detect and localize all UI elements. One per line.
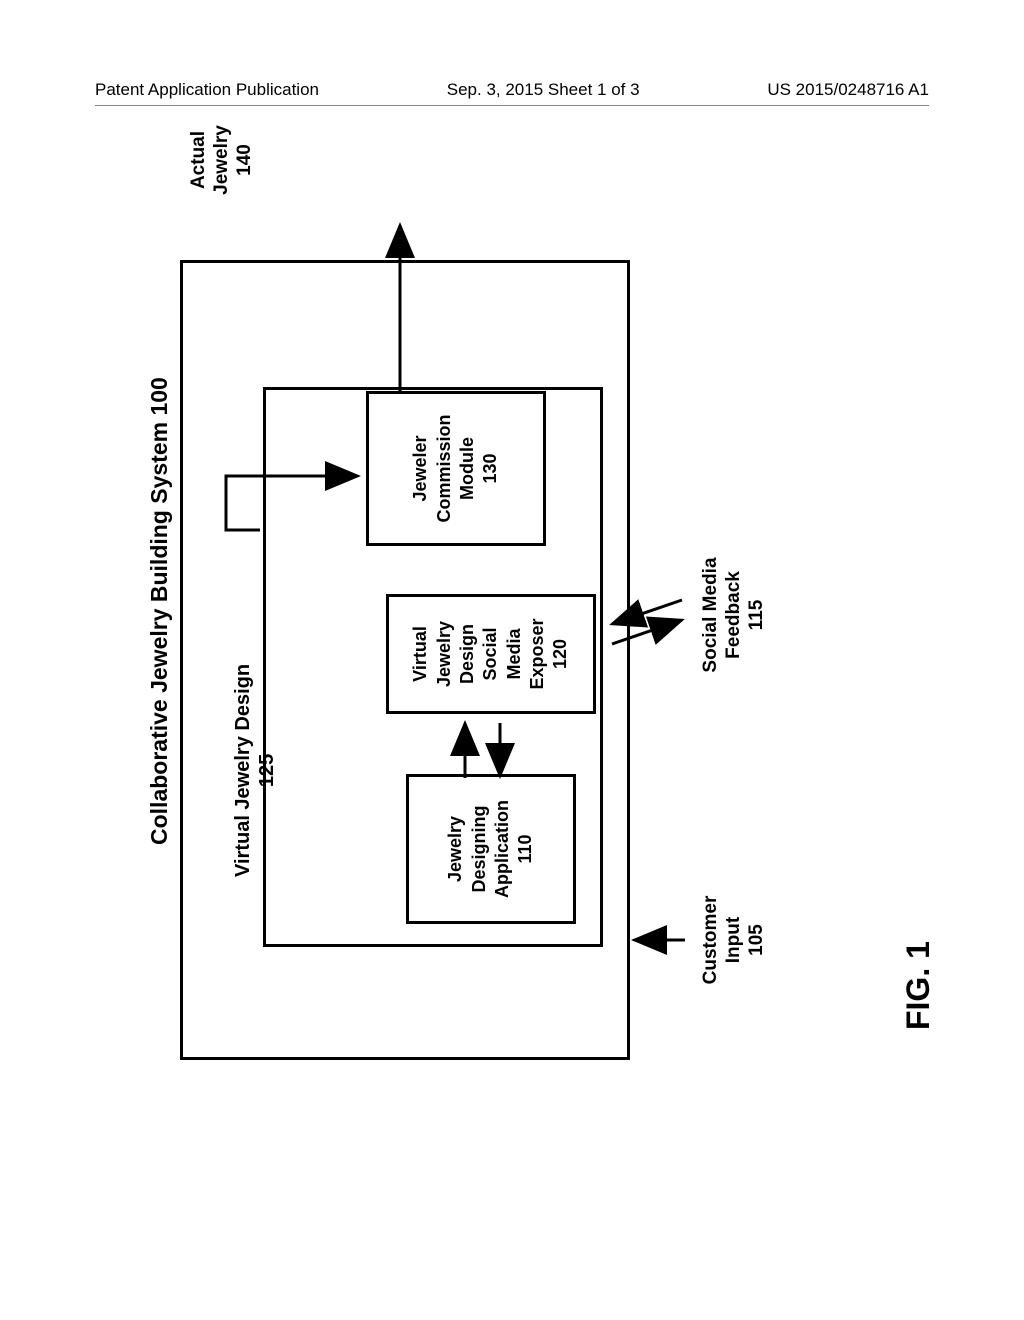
feedback-line2: Feedback (723, 571, 744, 659)
header-right: US 2015/0248716 A1 (767, 80, 929, 100)
feedback-line1: Social Media (700, 557, 721, 672)
page-header: Patent Application Publication Sep. 3, 2… (0, 80, 1024, 100)
actual-line2: Jewelry (211, 125, 232, 195)
figure-number: FIG. 1 (900, 941, 937, 1030)
header-center: Sep. 3, 2015 Sheet 1 of 3 (447, 80, 640, 100)
social-feedback-label: Social Media Feedback 115 (700, 540, 768, 690)
actual-line3: 140 (234, 144, 255, 176)
feedback-line3: 115 (746, 600, 767, 631)
customer-input-label: Customer Input 105 (700, 880, 768, 1000)
diagram-container: Collaborative Jewelry Building System 10… (30, 260, 990, 1060)
customer-line1: Customer (700, 896, 721, 985)
header-left: Patent Application Publication (95, 80, 319, 100)
customer-line3: 105 (746, 924, 767, 956)
actual-line1: Actual (188, 131, 209, 189)
arrow-layer (30, 100, 780, 1060)
actual-jewelry-label: Actual Jewelry 140 (188, 100, 256, 220)
customer-line2: Input (723, 917, 744, 963)
